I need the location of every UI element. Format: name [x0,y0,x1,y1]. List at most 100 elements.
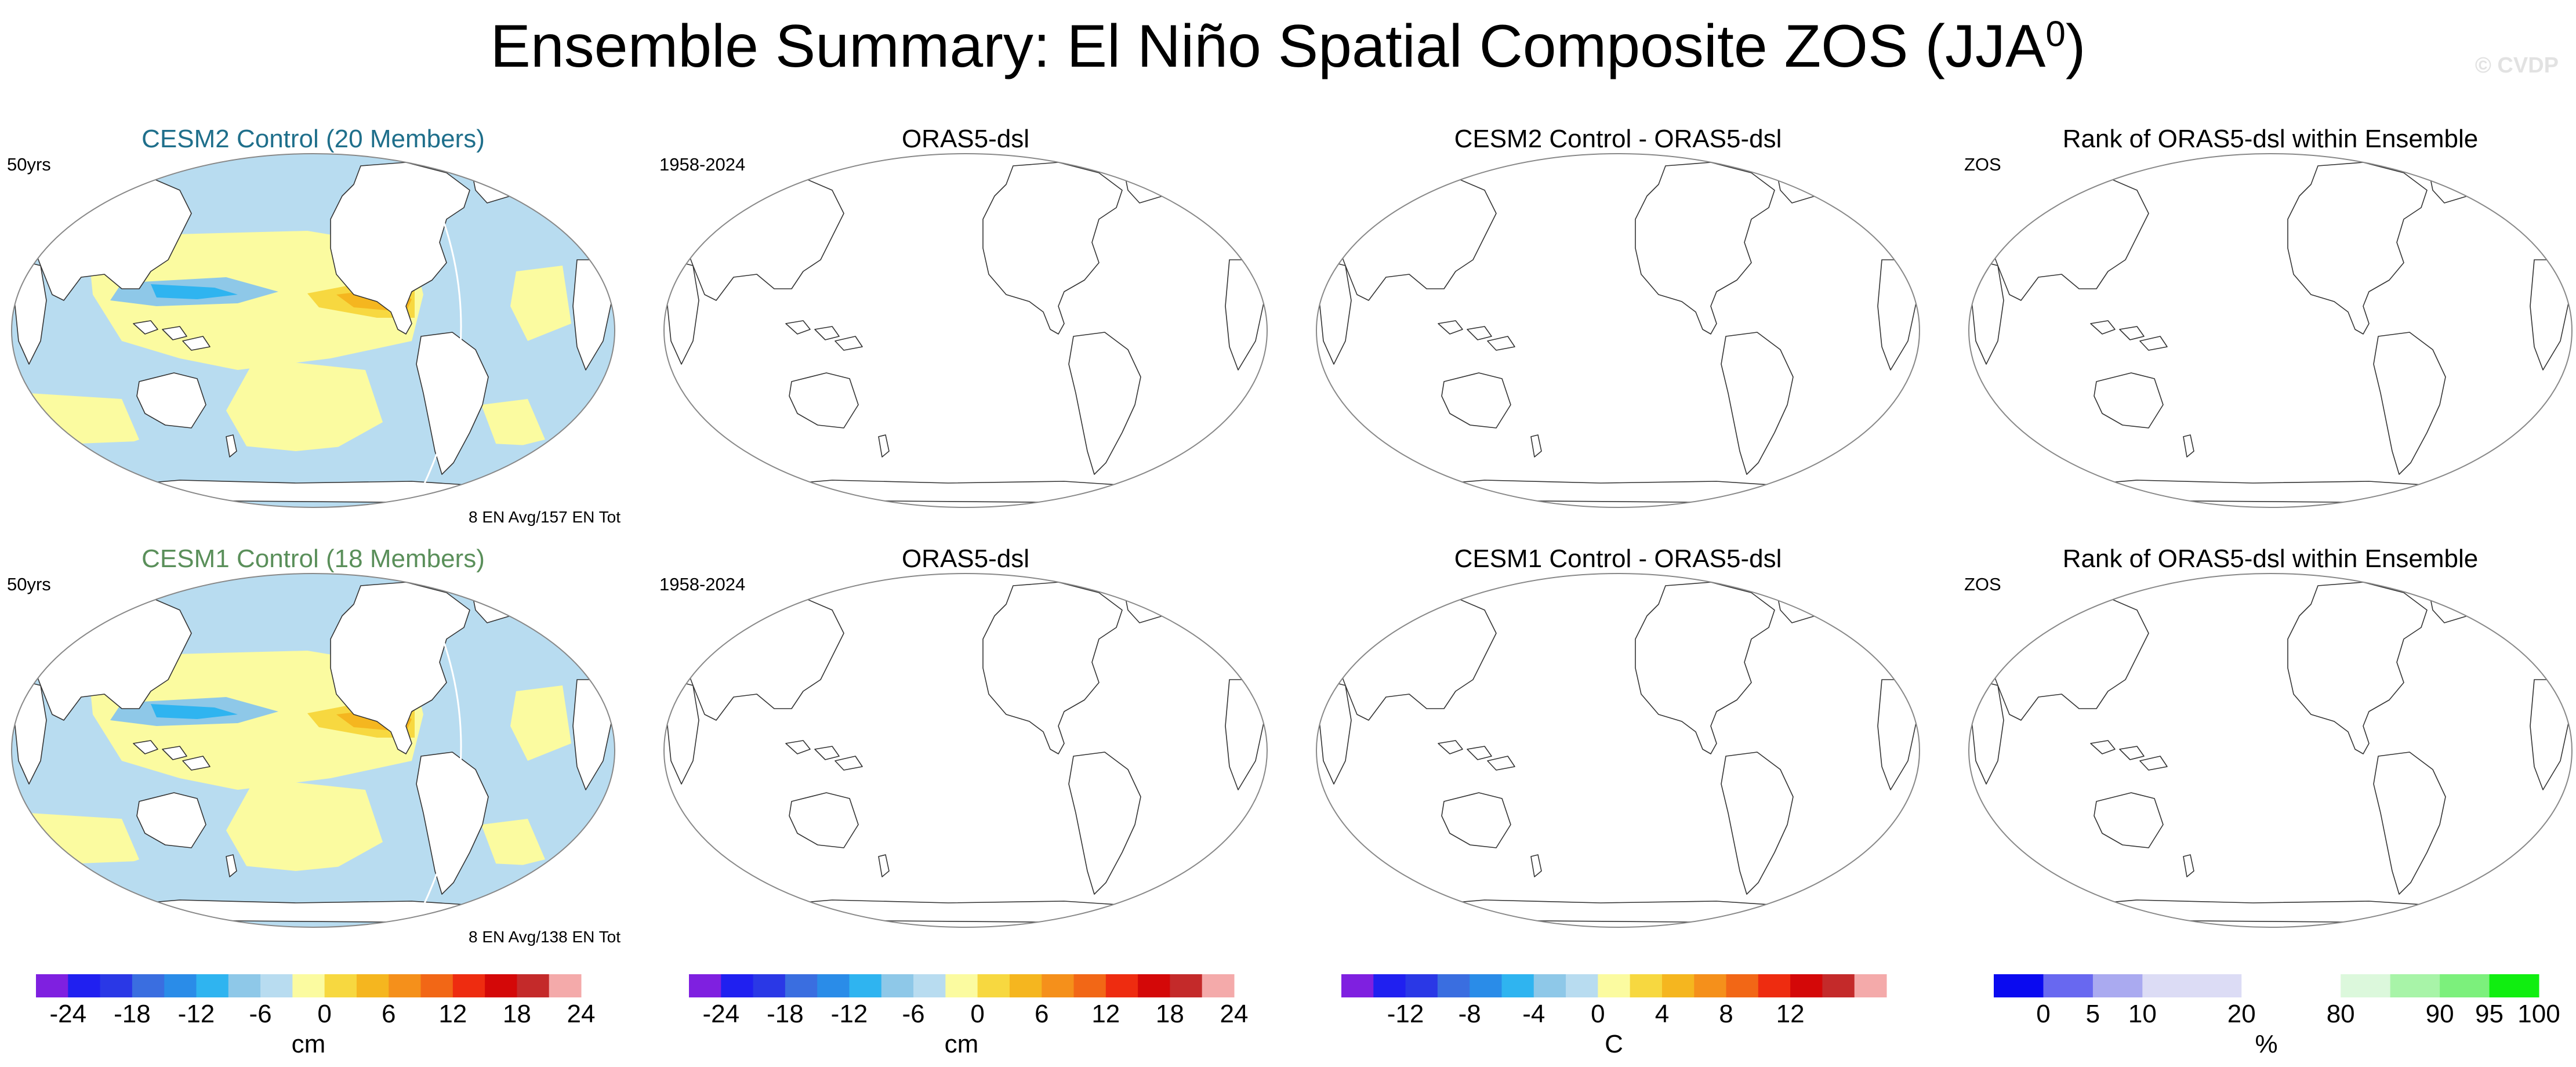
landmass [1971,679,2004,785]
map-border [10,153,616,508]
colorbar-swatch [36,974,68,997]
colorbar-unit-label: C [1605,1030,1623,1058]
colorbar-swatch [1726,974,1759,997]
continents [666,156,1265,503]
panel-years-label: 1958-2024 [659,574,746,594]
landmass [14,259,47,365]
landmass [1438,320,1463,335]
landmass [162,746,187,760]
panel-variable-label: ZOS [1964,574,2001,594]
colorbar-tick-label: -6 [249,1000,272,1028]
panel-title: Rank of ORAS5-dsl within Ensemble [2062,125,2479,153]
map-border [663,153,1268,508]
colorbar-tick-label: 10 [2128,1000,2157,1028]
landmass [681,592,844,721]
panel-rank-oras5: Rank of ORAS5-dsl within Ensemble ZOS [1963,126,2576,527]
colorbar-swatch [1202,974,1235,997]
panel-rank-oras5: Rank of ORAS5-dsl within Ensemble ZOS [1963,546,2576,946]
colorbar-swatch [721,974,754,997]
colorbar-swatches [689,974,1235,997]
map-border [1968,153,2573,508]
colorbar-cm-1: -24 -18 -12 -6 0 6 12 18 24 cm [36,974,596,1067]
colorbar-swatch [228,974,261,997]
colorbar-swatch [2142,974,2193,997]
panel-title: CESM1 Control - ORAS5-dsl [1454,545,1782,573]
landmass [1530,434,1542,458]
colorbar-swatch [2192,974,2242,997]
landmass [2094,792,2164,848]
colorbar-swatch [1630,974,1663,997]
continents [1971,576,2570,923]
colorbar-swatches [36,974,582,997]
landmass [1441,792,1511,848]
colorbar-tick-label: 4 [1655,1000,1670,1028]
landmass [835,756,863,771]
landmass [2426,156,2486,204]
landmass [2530,679,2570,790]
landmass [1214,601,1262,663]
panel-cesm1-minus-oras5: CESM1 Control - ORAS5-dsl [1311,546,1925,946]
landmass [1986,592,2149,721]
landmass [2183,854,2194,877]
landmass [2519,182,2567,243]
anomaly-region [35,440,528,480]
colorbar-swatch [260,974,293,997]
landmass [133,740,158,754]
panel-title: CESM2 Control - ORAS5-dsl [1454,125,1782,153]
landmass [2032,899,2486,923]
map-filled [10,153,616,508]
ocean-anomaly-field [12,574,615,927]
anomaly-region [35,859,528,900]
colorbar-unit-label: cm [291,1030,326,1058]
landmass [1319,679,1352,785]
panel-en-count: 8 EN Avg/138 EN Tot [468,928,621,946]
watermark: © CVDP [2475,53,2559,78]
panel-cesm2-control: CESM2 Control (20 Members) 50yrs 8 EN Av… [6,126,621,527]
landmass [1068,332,1141,475]
landmass [330,582,470,754]
ocean-anomaly-field [12,154,615,507]
colorbar-rank-percent: 0 5 10 20 80 90 95 100% [1994,974,2560,1067]
colorbar-swatch [356,974,389,997]
colorbar-swatch [1758,974,1791,997]
colorbar-tick-label: 95 [2475,1000,2504,1028]
landmass [1438,740,1463,754]
landmass [1986,172,2149,301]
landmass [2287,582,2428,754]
colorbar-swatch [2440,974,2490,997]
panel-years-label: 50yrs [7,154,51,175]
landmass [814,326,840,340]
landmass [1774,156,1833,204]
landmass [666,259,699,365]
landmass [789,792,859,848]
continents [1319,156,1917,503]
colorbar-swatch [753,974,786,997]
landmass [136,372,206,429]
panel-variable-label: ZOS [1964,154,2001,175]
anomaly-region [151,704,238,719]
colorbar-tick-label: -8 [1458,1000,1481,1028]
panel-title: CESM1 Control (18 Members) [142,545,485,573]
colorbar-swatch [549,974,582,997]
landmass [2119,326,2145,340]
anomaly-region [481,399,545,451]
landmass [226,434,237,458]
colorbar-swatch [1661,974,1695,997]
map-filled [10,573,616,928]
colorbar-tick-label: 0 [317,1000,332,1028]
map-outline [1968,153,2573,508]
colorbar-swatches [1341,974,1887,997]
colorbar-tick-label: 6 [1034,1000,1049,1028]
panel-title: ORAS5-dsl [901,545,1030,573]
panel-oras5-dsl: ORAS5-dsl 1958-2024 [658,126,1273,527]
colorbar-cm-2: -24 -18 -12 -6 0 6 12 18 24 cm [689,974,1248,1067]
colorbar-tick-label: 24 [567,1000,596,1028]
colorbar-tick-label: 5 [2085,1000,2100,1028]
landmass [330,162,470,335]
landmass [2373,752,2446,895]
colorbar-swatch [2341,974,2391,997]
landmass [878,854,890,877]
map-outline [663,153,1268,508]
landmass [982,582,1123,754]
landmass [2183,434,2194,458]
